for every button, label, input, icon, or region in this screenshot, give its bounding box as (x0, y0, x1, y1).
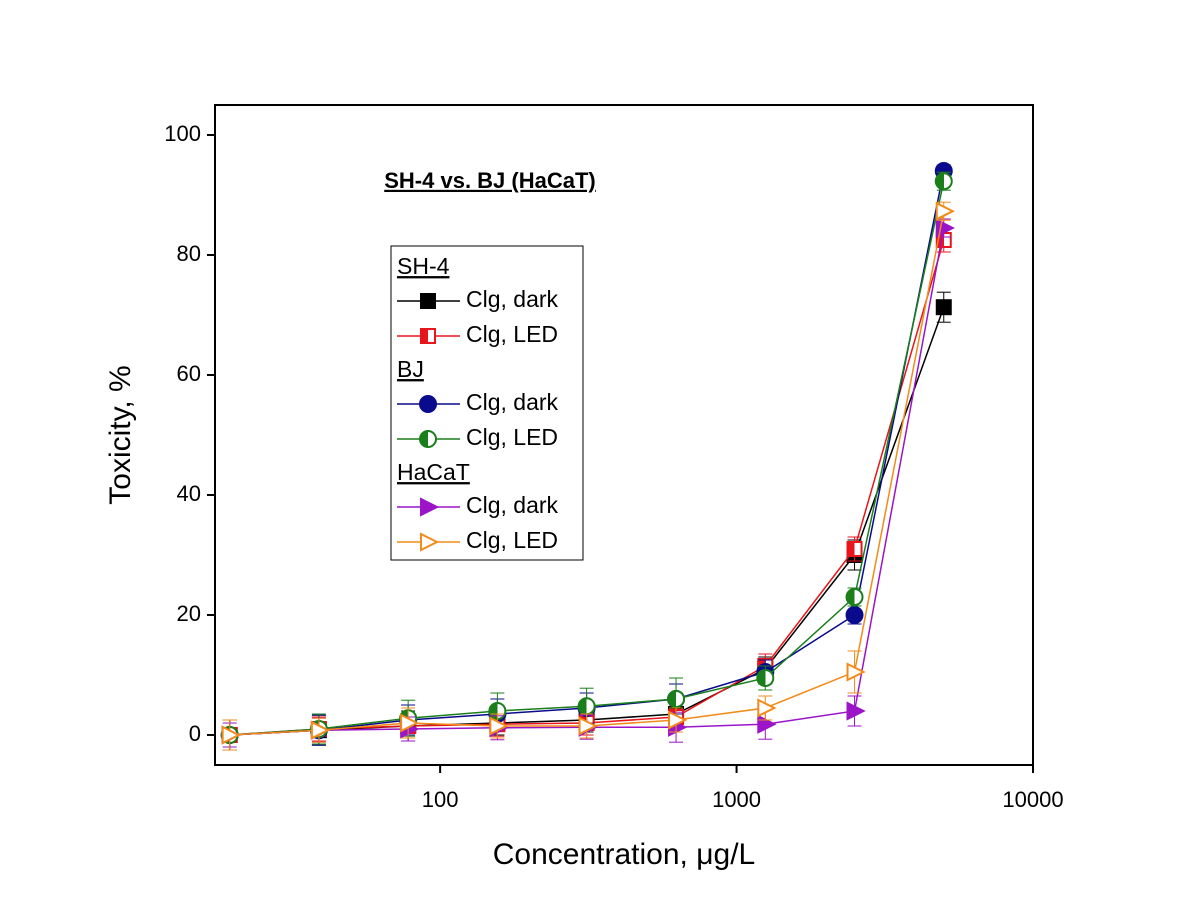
marker (420, 293, 436, 309)
marker (757, 698, 777, 718)
marker (489, 716, 509, 736)
marker (846, 541, 863, 557)
marker (420, 497, 440, 517)
plot-area (220, 162, 955, 751)
marker (935, 201, 955, 221)
x-axis-label: Concentration, μg/L (493, 838, 755, 871)
marker (845, 606, 864, 624)
legend-label: Clg, dark (466, 492, 559, 518)
plot-frame (214, 104, 1034, 766)
chart-title: SH-4 vs. BJ (HaCaT) (384, 168, 596, 193)
marker (578, 716, 598, 736)
y-tick-label: 60 (177, 361, 201, 386)
y-axis-label: Toxicity, % (104, 365, 137, 504)
legend-group-title: SH-4 (397, 253, 450, 279)
marker (846, 701, 866, 721)
y-tick-label: 100 (164, 121, 201, 146)
legend-label: Clg, dark (466, 389, 559, 415)
marker (419, 395, 437, 413)
x-tick-label: 1000 (712, 787, 761, 812)
y-tick-label: 80 (177, 241, 201, 266)
legend-group-title: BJ (397, 356, 424, 382)
marker (668, 710, 688, 730)
legend-label: Clg, dark (466, 286, 559, 312)
legend-label: Clg, LED (466, 527, 558, 553)
legend-label: Clg, LED (466, 424, 558, 450)
x-tick-label: 10000 (1002, 787, 1063, 812)
marker (400, 713, 420, 733)
marker (310, 720, 331, 740)
legend-group-title: HaCaT (397, 459, 470, 485)
x-tick-label: 100 (422, 787, 459, 812)
y-tick-label: 20 (177, 601, 201, 626)
legend-label: Clg, LED (466, 321, 558, 347)
marker (756, 669, 775, 687)
marker (934, 172, 953, 191)
y-tick-label: 0 (189, 721, 201, 746)
y-tick-label: 40 (177, 481, 201, 506)
marker (667, 690, 686, 708)
marker (420, 532, 440, 552)
marker (577, 697, 596, 716)
marker (419, 430, 437, 448)
marker (221, 725, 241, 745)
marker (420, 328, 436, 344)
marker (845, 588, 864, 606)
marker (935, 299, 952, 316)
marker (846, 662, 866, 682)
